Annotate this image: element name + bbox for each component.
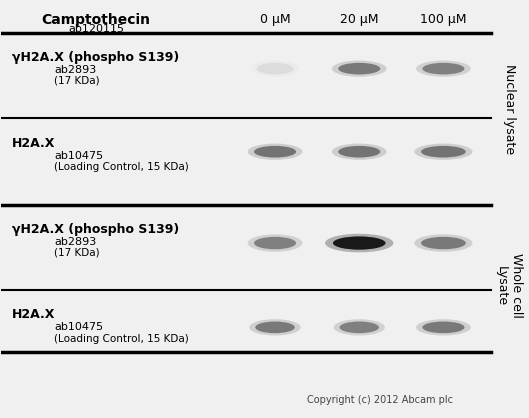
Ellipse shape — [249, 319, 300, 336]
Ellipse shape — [340, 321, 379, 333]
Ellipse shape — [338, 146, 380, 158]
Text: (17 KDa): (17 KDa) — [54, 247, 99, 257]
Text: Whole cell
Lysate: Whole cell Lysate — [495, 253, 523, 318]
Ellipse shape — [257, 63, 294, 74]
Text: (17 KDa): (17 KDa) — [54, 75, 99, 85]
Ellipse shape — [254, 237, 296, 249]
Text: (Loading Control, 15 KDa): (Loading Control, 15 KDa) — [54, 163, 189, 173]
Ellipse shape — [332, 143, 387, 160]
Ellipse shape — [416, 61, 471, 77]
Ellipse shape — [254, 146, 296, 158]
Text: γH2A.X (phospho S139): γH2A.X (phospho S139) — [12, 223, 179, 236]
Text: Camptothecin: Camptothecin — [42, 13, 151, 27]
Ellipse shape — [334, 319, 385, 336]
Ellipse shape — [422, 321, 464, 333]
Ellipse shape — [421, 146, 466, 158]
Text: ab2893: ab2893 — [54, 65, 96, 75]
Text: (Loading Control, 15 KDa): (Loading Control, 15 KDa) — [54, 334, 189, 344]
Ellipse shape — [325, 234, 394, 252]
Ellipse shape — [248, 143, 303, 160]
Ellipse shape — [333, 237, 386, 250]
Ellipse shape — [256, 321, 295, 333]
Text: ab2893: ab2893 — [54, 237, 96, 247]
Ellipse shape — [338, 63, 380, 74]
Ellipse shape — [421, 237, 466, 249]
Text: 20 μM: 20 μM — [340, 13, 378, 26]
Text: 0 μM: 0 μM — [260, 13, 290, 26]
Ellipse shape — [422, 63, 464, 74]
Text: Copyright (c) 2012 Abcam plc: Copyright (c) 2012 Abcam plc — [307, 395, 453, 405]
Text: ab10475: ab10475 — [54, 151, 103, 161]
Ellipse shape — [332, 61, 387, 77]
Ellipse shape — [248, 234, 303, 252]
Ellipse shape — [416, 319, 471, 336]
Ellipse shape — [414, 234, 472, 252]
Text: Nuclear lysate: Nuclear lysate — [503, 64, 516, 154]
Text: γH2A.X (phospho S139): γH2A.X (phospho S139) — [12, 51, 179, 64]
Text: H2A.X: H2A.X — [12, 308, 56, 321]
Text: ab10475: ab10475 — [54, 322, 103, 332]
Ellipse shape — [414, 143, 472, 160]
Text: ab120115: ab120115 — [68, 24, 124, 34]
Text: H2A.X: H2A.X — [12, 137, 56, 150]
Text: 100 μM: 100 μM — [420, 13, 467, 26]
